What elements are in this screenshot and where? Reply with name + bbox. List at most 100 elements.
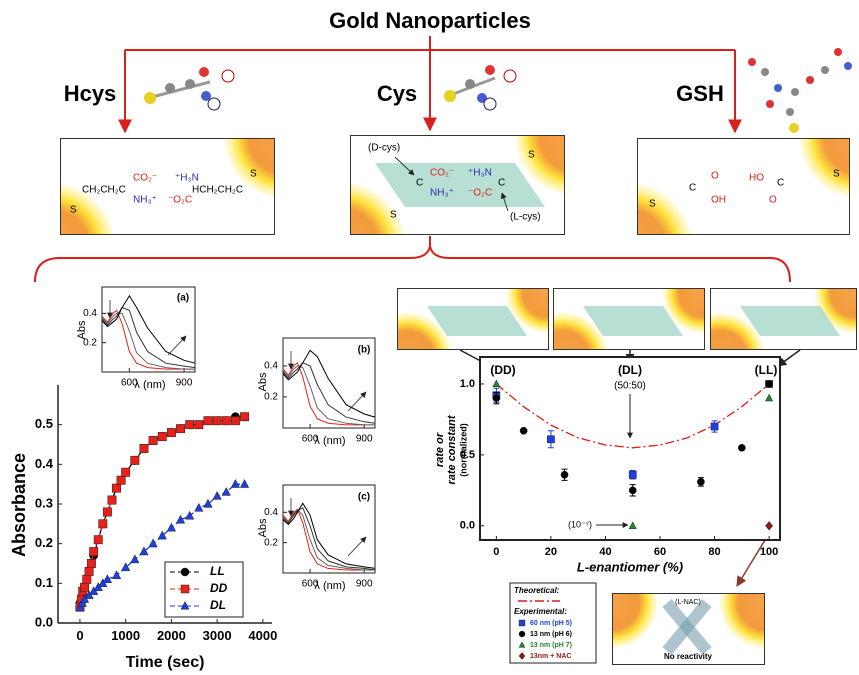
x-tick-label: 20: [545, 546, 557, 558]
gsh-panel: S C O OH HO O C S: [562, 78, 859, 313]
marker: [519, 631, 525, 637]
y-tick-label: 0.1: [35, 575, 53, 590]
ligand-label: Hcys: [64, 81, 117, 106]
marker: [222, 487, 230, 495]
chem-text: NH₃⁺: [133, 195, 157, 206]
ligand-label: GSH: [676, 81, 724, 106]
x-tick-label: 100: [760, 546, 778, 558]
marker: [493, 395, 500, 402]
molecule-models: [144, 48, 852, 133]
marker: [629, 471, 636, 478]
marker: [181, 568, 189, 576]
chem-text: O: [769, 195, 777, 206]
y-tick-label: 0.2: [264, 537, 278, 548]
legend-label: 60 nm (pH 5): [530, 620, 572, 627]
y-tick-label: 0.4: [264, 507, 278, 518]
chem-text: HCH₂CH₂C: [192, 185, 243, 196]
marker: [80, 583, 88, 591]
x-tick-label: 80: [708, 546, 720, 558]
marker: [89, 547, 97, 555]
annotation: (LL): [755, 363, 778, 377]
annotation: (DD): [490, 363, 515, 377]
marker: [213, 491, 221, 499]
marker: [520, 427, 527, 434]
marker: [131, 456, 139, 464]
marker: [519, 620, 525, 626]
connector-lines: [35, 36, 790, 282]
marker: [108, 496, 116, 504]
y-tick-label: 0.5: [35, 416, 53, 431]
y-tick-label: 0.0: [460, 520, 475, 532]
marker: [195, 420, 203, 428]
chem-text: OH: [711, 195, 726, 206]
y-tick-label: 0.2: [264, 392, 278, 403]
marker: [149, 436, 157, 444]
chem-text: O: [711, 171, 719, 182]
chem-text: C: [416, 178, 423, 189]
y-tick-label: 0.0: [35, 614, 53, 629]
y-tick-label: 0.4: [83, 308, 97, 319]
chem-text: S: [833, 169, 840, 180]
panel-label: (a): [177, 293, 189, 304]
legend-box: [165, 562, 243, 617]
marker: [103, 508, 111, 516]
chem-text: ⁺H₃N: [468, 168, 492, 179]
cys-panel: (D-cys) CO₂⁻ NH₃⁺ C ⁺H₃N ⁻O₂C C S S (L-c…: [275, 75, 635, 312]
y-tick-label: 0.3: [35, 495, 53, 510]
marker: [231, 417, 239, 425]
x-tick-label: 2000: [157, 628, 186, 643]
marker: [158, 432, 166, 440]
chem-text: S: [528, 150, 535, 161]
nac-note: No reactivity: [664, 652, 713, 661]
y-axis-label: Abs: [257, 518, 269, 537]
chem-text: S: [250, 169, 257, 180]
marker: [765, 380, 772, 387]
x-tick-label: 60: [654, 546, 666, 558]
y-tick-label: 0.4: [35, 456, 54, 471]
marker: [112, 484, 120, 492]
marker: [112, 571, 120, 579]
marker: [629, 487, 636, 494]
x-axis-label: λ (nm): [314, 580, 345, 592]
annotation: (DL): [618, 363, 642, 377]
marker: [83, 575, 91, 583]
x-tick-label: 40: [599, 546, 611, 558]
chem-text: S: [390, 210, 397, 221]
marker: [185, 511, 193, 519]
legend-heading: Theoretical:: [514, 586, 560, 595]
marker: [204, 499, 212, 507]
ligand-label: Cys: [377, 81, 417, 106]
chem-text: S: [70, 205, 77, 216]
x-tick-label: 0: [76, 628, 83, 643]
legend-label: DL: [210, 598, 226, 612]
legend-label: 13 nm (pH 6): [530, 631, 572, 638]
marker: [140, 444, 148, 452]
marker: [140, 547, 148, 555]
marker: [195, 503, 203, 511]
x-tick-label: 0: [493, 546, 499, 558]
y-axis-label: Abs: [76, 320, 88, 339]
legend-heading: Experimental:: [514, 607, 567, 616]
y-axis-label: rate constant: [446, 414, 458, 484]
marker: [231, 480, 239, 488]
x-tick-label: 900: [356, 579, 373, 590]
y-axis-label: rate or: [434, 432, 446, 467]
marker: [158, 531, 166, 539]
marker: [167, 523, 175, 531]
marker: [176, 424, 184, 432]
figure: Gold Nanoparticles Hcys Cys GSH S CH₂CH₂…: [0, 0, 859, 675]
marker: [240, 413, 248, 421]
y-axis-label: Absorbance: [9, 453, 29, 557]
marker: [547, 436, 554, 443]
legend-label: DD: [210, 581, 228, 595]
x-tick-label: 900: [356, 434, 373, 445]
chem-text: (L-cys): [510, 212, 541, 223]
chem-text: HO: [749, 173, 764, 184]
marker: [85, 567, 93, 575]
y-tick-label: 1.0: [460, 378, 475, 390]
x-axis-label: λ (nm): [134, 379, 165, 391]
x-tick-label: 900: [176, 378, 193, 389]
marker: [222, 417, 230, 425]
marker: [711, 423, 718, 430]
marker: [213, 417, 221, 425]
